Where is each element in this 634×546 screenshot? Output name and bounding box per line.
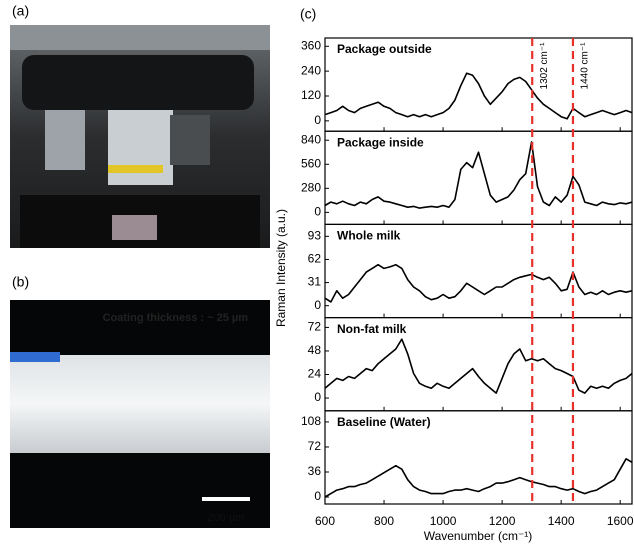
y-tick-label: 62 [308,252,322,266]
y-tick-label: 240 [301,63,321,77]
y-tick-label: 280 [301,180,321,194]
spectrum-line [324,141,633,209]
y-tick-label: 31 [308,275,322,289]
reference-label: 1302 cm⁻¹ [539,42,550,90]
y-tick-label: 24 [308,367,322,381]
y-tick-label: 72 [308,439,322,453]
photo-microscope [10,25,270,248]
x-axis-label: Wavenumber (cm⁻¹) [424,529,533,543]
x-tick-label: 1400 [548,514,575,528]
panel-label: (b) [12,274,29,290]
y-tick-label: 560 [301,156,321,170]
reference-label: 1440 cm⁻¹ [580,42,591,90]
y-tick-label: 360 [301,38,321,52]
panel-title: Package outside [337,42,432,56]
y-tick-label: 840 [301,132,321,146]
scale-bar-label: 200 µm [208,512,245,524]
panel-title: Package inside [337,135,424,149]
x-tick-label: 1000 [430,514,457,528]
panel-title: Non-fat milk [337,322,407,336]
panel-label: (a) [12,3,29,19]
photo-caption: Coating thickness : ~ 25 µm [103,312,249,324]
photo-coating [10,300,270,528]
y-tick-label: 120 [301,88,321,102]
spectrum-line [324,458,633,498]
x-tick-label: 1200 [489,514,516,528]
y-tick-label: 93 [308,229,322,243]
x-tick-label: 800 [374,514,394,528]
y-tick-label: 48 [308,343,322,357]
y-tick-label: 0 [314,205,321,219]
y-tick-label: 0 [314,390,321,404]
y-tick-label: 36 [308,464,322,478]
y-tick-label: 0 [314,298,321,312]
y-tick-label: 0 [314,489,321,503]
panel-title: Whole milk [337,229,401,243]
spectrum-line [324,338,633,394]
plot-frame [324,410,633,505]
y-axis-label: Raman Intensity (a.u.) [274,209,288,327]
x-tick-label: 600 [315,514,335,528]
x-tick-label: 1600 [607,514,634,528]
y-tick-label: 72 [308,320,322,334]
y-tick-label: 0 [314,113,321,127]
y-tick-label: 108 [301,414,321,428]
spectrum-line [324,72,633,120]
spectrum-line [324,263,633,303]
panel-title: Baseline (Water) [337,415,431,429]
panel-label: (c) [300,6,316,22]
